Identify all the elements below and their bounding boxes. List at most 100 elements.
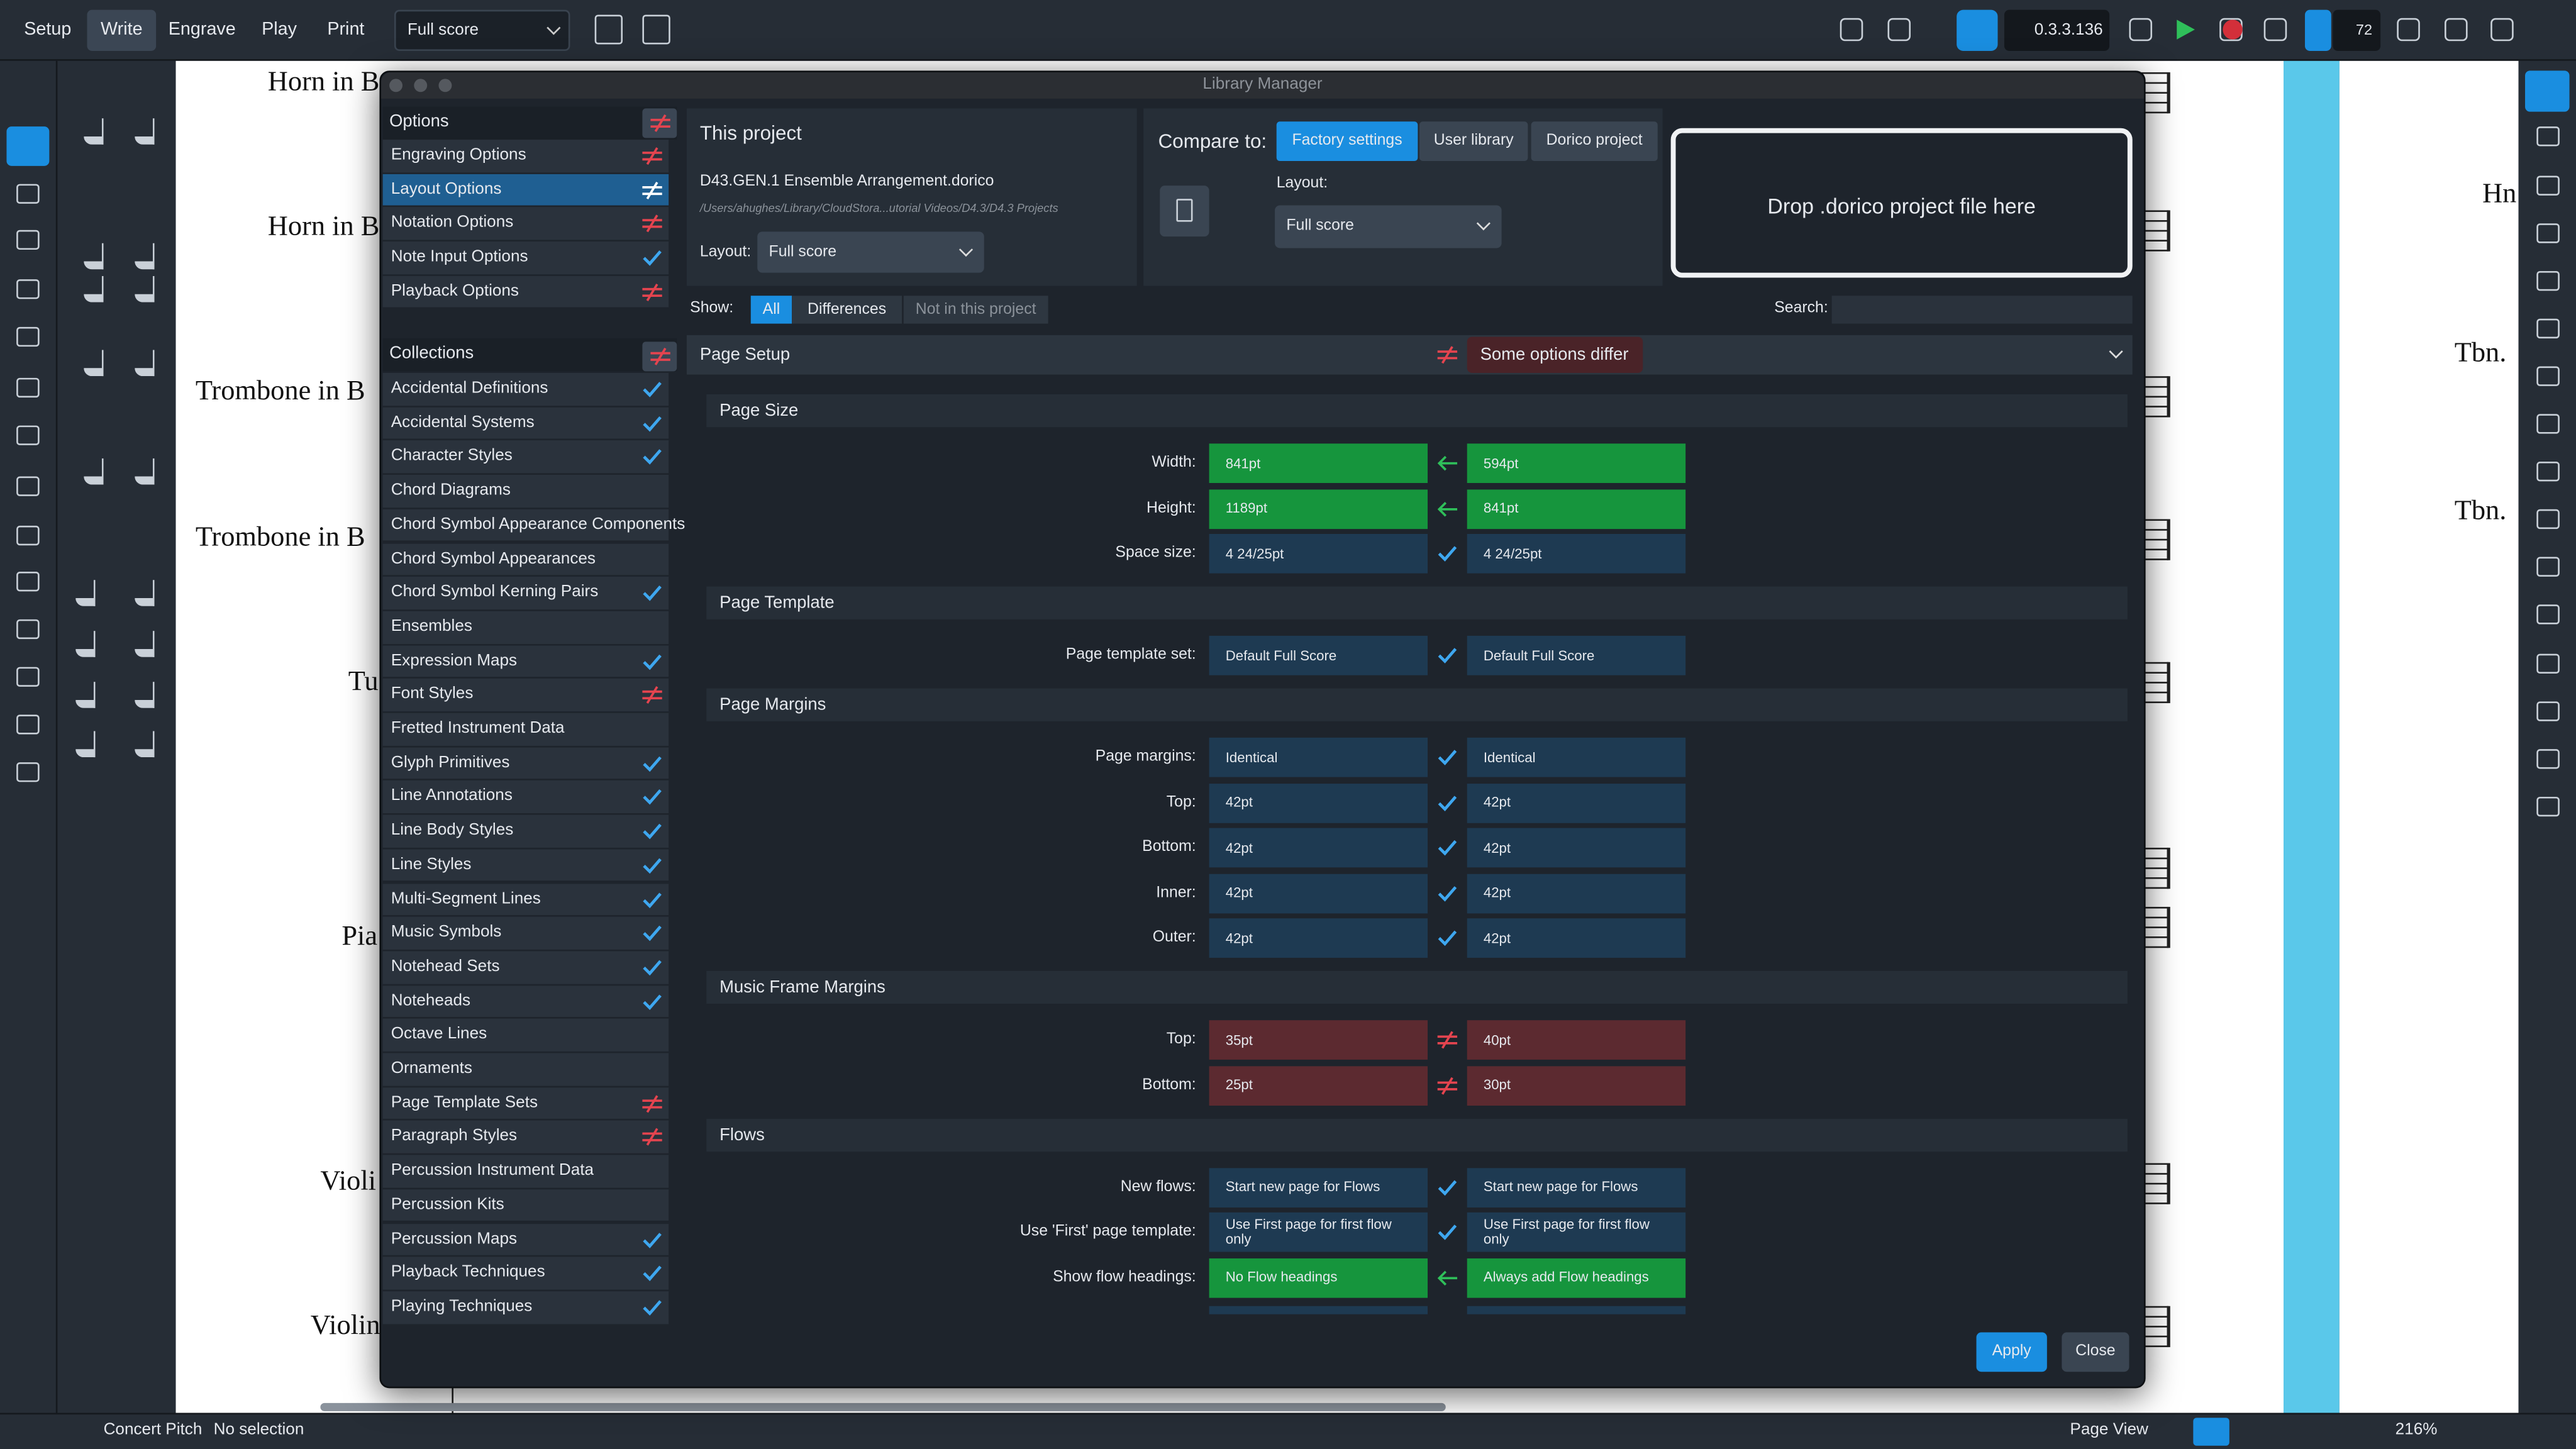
list-item[interactable]: Noteheads: [382, 985, 669, 1018]
panel-icon[interactable]: [2536, 796, 2560, 817]
list-item[interactable]: Font Styles: [382, 679, 669, 712]
compare-tab[interactable]: Factory settings: [1276, 121, 1418, 161]
dialog-button[interactable]: Close: [2062, 1332, 2129, 1372]
note-icon[interactable]: [75, 631, 96, 657]
note-icon[interactable]: [135, 631, 155, 657]
layout-select[interactable]: Full score: [394, 9, 570, 51]
tool-icon[interactable]: [16, 525, 40, 546]
window-button[interactable]: [389, 79, 402, 92]
tool-icon[interactable]: [16, 572, 40, 592]
dialog-button[interactable]: Apply: [1976, 1332, 2047, 1372]
list-item[interactable]: Engraving Options: [382, 140, 669, 172]
panel-icon[interactable]: [2536, 701, 2560, 721]
toolbar-button[interactable]: [642, 14, 670, 45]
note-icon[interactable]: [84, 118, 104, 145]
tool-icon[interactable]: [16, 667, 40, 687]
note-icon[interactable]: [135, 275, 155, 303]
toolbar-icon[interactable]: [2445, 18, 2468, 42]
list-item[interactable]: Octave Lines: [382, 1019, 669, 1052]
list-item[interactable]: Line Body Styles: [382, 814, 669, 848]
list-item[interactable]: Notation Options: [382, 208, 669, 240]
play-button[interactable]: [2177, 19, 2195, 40]
toolbar-icon[interactable]: [2490, 18, 2514, 42]
tool-icon[interactable]: [16, 762, 40, 782]
note-icon[interactable]: [135, 350, 155, 377]
list-item[interactable]: Chord Diagrams: [382, 475, 669, 508]
list-item[interactable]: Playback Techniques: [382, 1257, 669, 1290]
panel-icon[interactable]: [2536, 175, 2560, 196]
note-icon[interactable]: [75, 682, 96, 708]
list-item[interactable]: Accidental Systems: [382, 407, 669, 440]
layout-select[interactable]: Full score: [757, 231, 984, 273]
tempo-toggle[interactable]: [2304, 9, 2331, 51]
panel-icon[interactable]: [2536, 271, 2560, 291]
right-active[interactable]: [2525, 70, 2570, 112]
note-icon[interactable]: [84, 275, 104, 303]
list-item[interactable]: Page Template Sets: [382, 1087, 669, 1119]
list-item[interactable]: Chord Symbol Appearance Components: [382, 509, 685, 541]
concert-pitch[interactable]: Concert Pitch: [103, 1421, 203, 1440]
tool-icon[interactable]: [16, 476, 40, 496]
mode-tab[interactable]: Print: [316, 10, 377, 51]
toolbar-button[interactable]: [594, 14, 623, 45]
view-toggle[interactable]: [2193, 1418, 2229, 1446]
compare-tab[interactable]: Dorico project: [1531, 121, 1658, 161]
section-header[interactable]: [686, 335, 2133, 375]
power-button[interactable]: [1957, 9, 1998, 51]
tool-icon[interactable]: [16, 714, 40, 735]
tool-icon[interactable]: [16, 279, 40, 299]
panel-icon[interactable]: [2536, 414, 2560, 434]
list-item[interactable]: Chord Symbol Kerning Pairs: [382, 577, 669, 609]
tool-icon[interactable]: [16, 377, 40, 398]
list-item[interactable]: Percussion Instrument Data: [382, 1155, 669, 1188]
note-icon[interactable]: [135, 580, 155, 606]
toolbar-icon[interactable]: [1887, 18, 1911, 42]
panel-icon[interactable]: [2536, 223, 2560, 243]
list-item[interactable]: Line Annotations: [382, 780, 669, 814]
list-item[interactable]: Paragraph Styles: [382, 1121, 669, 1153]
list-item[interactable]: Line Styles: [382, 849, 669, 882]
note-icon[interactable]: [135, 682, 155, 708]
list-item[interactable]: Multi-Segment Lines: [382, 883, 669, 916]
tool-icon[interactable]: [16, 184, 40, 204]
note-icon[interactable]: [135, 118, 155, 145]
mode-tab[interactable]: Write: [87, 9, 157, 51]
list-item[interactable]: Glyph Primitives: [382, 747, 669, 780]
mode-tab[interactable]: Play: [252, 10, 308, 51]
panel-icon[interactable]: [2536, 366, 2560, 386]
list-item[interactable]: Fretted Instrument Data: [382, 713, 669, 746]
window-button[interactable]: [438, 79, 452, 92]
panel-icon[interactable]: [2536, 749, 2560, 769]
tool-icon[interactable]: [16, 326, 40, 347]
note-icon[interactable]: [75, 731, 96, 758]
list-item[interactable]: Expression Maps: [382, 645, 669, 677]
zoom-select[interactable]: 216%: [2395, 1421, 2438, 1440]
note-icon[interactable]: [135, 731, 155, 758]
list-item[interactable]: Character Styles: [382, 441, 669, 474]
mode-tab[interactable]: Setup: [13, 10, 82, 51]
list-item[interactable]: Percussion Maps: [382, 1223, 669, 1256]
toolbar-icon[interactable]: [2129, 18, 2153, 42]
window-button[interactable]: [414, 79, 428, 92]
list-item[interactable]: Music Symbols: [382, 917, 669, 950]
show-tab[interactable]: Differences: [792, 296, 902, 324]
list-item[interactable]: Playback Options: [382, 275, 669, 308]
note-icon[interactable]: [84, 458, 104, 485]
toolbar-icon[interactable]: [2263, 18, 2287, 42]
tool-icon[interactable]: [16, 230, 40, 250]
panel-icon[interactable]: [2536, 653, 2560, 674]
panel-icon[interactable]: [2536, 509, 2560, 530]
panel-icon[interactable]: [2536, 126, 2560, 147]
list-item[interactable]: Accidental Definitions: [382, 372, 669, 406]
note-icon[interactable]: [135, 243, 155, 270]
drop-zone[interactable]: Drop .dorico project file here: [1670, 128, 2133, 278]
tool-icon[interactable]: [16, 619, 40, 640]
tool-icon[interactable]: [16, 425, 40, 445]
list-item[interactable]: Playing Techniques: [382, 1291, 669, 1324]
search-field[interactable]: [1831, 296, 2133, 324]
panel-icon[interactable]: [2536, 557, 2560, 577]
list-item[interactable]: Percussion Kits: [382, 1189, 669, 1222]
panel-icon[interactable]: [2536, 318, 2560, 339]
show-tab[interactable]: All: [750, 296, 792, 324]
record-button[interactable]: [2223, 19, 2243, 40]
